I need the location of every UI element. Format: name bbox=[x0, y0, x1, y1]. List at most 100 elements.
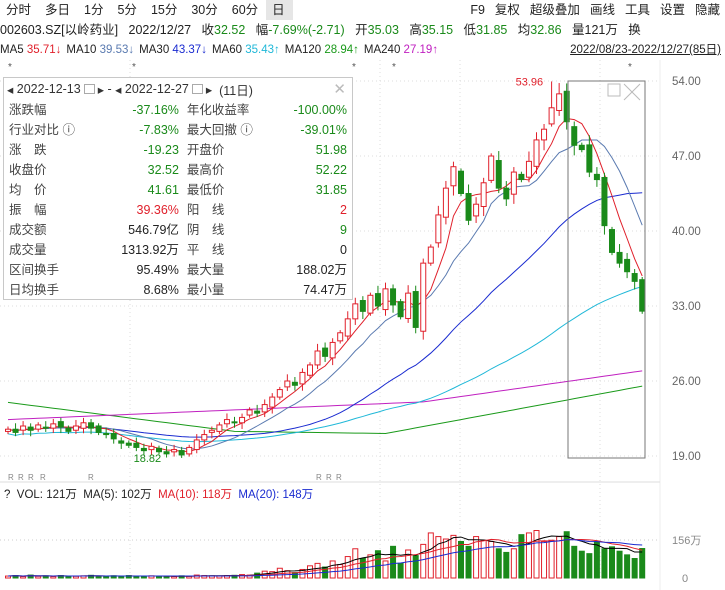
start-date[interactable]: 2022-12-13 bbox=[16, 82, 81, 96]
volume-value: 121万 bbox=[584, 23, 618, 37]
stats-row: 区间换手 95.49% 最大量 188.02万 bbox=[4, 260, 352, 280]
stats-value: -7.83% bbox=[139, 123, 179, 137]
ma-label: MA5 bbox=[0, 44, 24, 56]
help-icon[interactable]: ? bbox=[4, 489, 11, 501]
price-tick-label: 19.00 bbox=[672, 451, 701, 463]
ma-value: 39.53↓ bbox=[99, 44, 135, 56]
quote-date: 2022/12/27 bbox=[128, 23, 192, 37]
stats-label: 日均换手 bbox=[9, 283, 60, 297]
stats-label: 开盘价 bbox=[186, 143, 225, 157]
candle-body bbox=[261, 404, 268, 413]
period-tab-2[interactable]: 1分 bbox=[84, 3, 104, 17]
candle-body bbox=[420, 262, 427, 332]
volume-bar bbox=[616, 550, 623, 579]
stats-label: 涨跌幅 bbox=[9, 103, 47, 117]
period-tab-4[interactable]: 15分 bbox=[150, 3, 178, 17]
volume-bar bbox=[420, 543, 427, 579]
candle-body bbox=[578, 144, 585, 151]
stats-label: 成交额 bbox=[9, 223, 47, 237]
toolbar-menu-3[interactable]: 画线 bbox=[589, 3, 615, 17]
volume-bar bbox=[397, 562, 404, 579]
stats-value: 9 bbox=[340, 223, 347, 237]
price-tick-label: 26.00 bbox=[672, 376, 701, 388]
ma240-line bbox=[7, 370, 643, 421]
volume-bar bbox=[624, 554, 631, 579]
stats-label: 平 线 bbox=[186, 243, 225, 257]
candle-body bbox=[593, 173, 600, 181]
volume-bar bbox=[171, 576, 178, 579]
stats-value: 8.68% bbox=[143, 283, 179, 297]
vol-ma10: MA(10): 118万 bbox=[158, 489, 232, 501]
toolbar-menu-5[interactable]: 设置 bbox=[659, 3, 685, 17]
r-marker: R bbox=[40, 473, 46, 482]
stats-row: 收盘价 32.52 最高价 52.22 bbox=[4, 160, 352, 180]
period-tab-0[interactable]: 分时 bbox=[6, 3, 32, 17]
candle-body bbox=[118, 440, 125, 444]
volume-bar bbox=[390, 545, 397, 579]
low-annotation: 18.82 bbox=[134, 453, 162, 465]
volume-bar bbox=[495, 548, 502, 579]
volume-bar bbox=[563, 531, 570, 579]
date-range-selector[interactable]: 2022/08/23-2022/12/27(85日) bbox=[570, 42, 721, 58]
open-value: 35.03 bbox=[367, 23, 399, 37]
candle-body bbox=[254, 410, 261, 414]
calendar-icon[interactable] bbox=[191, 84, 203, 94]
volume-bar bbox=[541, 540, 548, 579]
open-label: 开 bbox=[355, 23, 368, 37]
vol-ma20-line bbox=[7, 539, 643, 577]
price-tick-label: 47.00 bbox=[672, 151, 701, 163]
toolbar-menu-4[interactable]: 工具 bbox=[624, 3, 650, 17]
volume-bar bbox=[609, 546, 615, 579]
stats-label: 最小量 bbox=[186, 283, 225, 297]
toolbar-menu-0[interactable]: F9 bbox=[470, 3, 485, 17]
toolbar-menu-2[interactable]: 超级叠加 bbox=[529, 3, 580, 17]
toolbar-menu-6[interactable]: 隐藏 bbox=[694, 3, 720, 17]
r-marker: R bbox=[18, 473, 24, 482]
candle-body bbox=[50, 423, 57, 429]
volume-bar bbox=[601, 548, 608, 579]
volume-bar bbox=[412, 555, 419, 579]
candle-body bbox=[27, 426, 34, 431]
stats-label: 行业对比 ⓘ bbox=[9, 123, 75, 137]
stats-row: 涨跌幅 -37.16% 年化收益率 -100.00% bbox=[4, 100, 352, 120]
next-end-arrow[interactable]: ▸ bbox=[205, 82, 213, 97]
stats-label: 阴 线 bbox=[186, 223, 225, 237]
ma-label: MA10 bbox=[66, 44, 97, 56]
candle-body bbox=[72, 425, 79, 431]
candle-body bbox=[609, 229, 615, 253]
volume-bar bbox=[503, 551, 510, 579]
stats-value: 52.22 bbox=[315, 163, 347, 177]
stats-label: 最高价 bbox=[186, 163, 225, 177]
prev-start-arrow[interactable]: ◂ bbox=[7, 82, 14, 97]
stats-value: 31.85 bbox=[315, 183, 347, 197]
candle-body bbox=[616, 251, 623, 264]
calendar-icon[interactable] bbox=[83, 84, 95, 94]
candle-body bbox=[510, 171, 517, 195]
candle-body bbox=[344, 318, 351, 337]
candle-body bbox=[133, 442, 140, 448]
prev-end-arrow[interactable]: ◂ bbox=[115, 82, 122, 97]
end-date[interactable]: 2022-12-27 bbox=[124, 82, 189, 96]
low-value: 31.85 bbox=[476, 23, 508, 37]
period-tab-5[interactable]: 30分 bbox=[191, 3, 218, 17]
candle-body bbox=[57, 421, 64, 428]
next-start-arrow[interactable]: ▸ bbox=[97, 82, 104, 97]
volume-bar bbox=[578, 550, 585, 579]
marker-star: * bbox=[352, 62, 356, 73]
stats-value: -100.00% bbox=[293, 103, 347, 117]
candle-body bbox=[42, 426, 49, 429]
stats-label: 收盘价 bbox=[9, 163, 47, 177]
toolbar-right: F9 复权 超级叠加 画线 工具 设置 隐藏 bbox=[465, 0, 725, 20]
price-tick-label: 54.00 bbox=[672, 76, 701, 88]
candle-body bbox=[163, 451, 170, 455]
period-tab-3[interactable]: 5分 bbox=[117, 3, 137, 17]
stats-row: 涨 跌 -19.23 开盘价 51.98 bbox=[4, 140, 352, 160]
candle-body bbox=[624, 258, 631, 273]
period-tab-1[interactable]: 多日 bbox=[45, 3, 71, 17]
close-icon[interactable]: ✕ bbox=[333, 81, 346, 98]
period-tab-6[interactable]: 60分 bbox=[231, 3, 259, 17]
price-tick-label: 40.00 bbox=[672, 226, 701, 238]
toolbar-menu-1[interactable]: 复权 bbox=[494, 3, 520, 17]
period-tab-7[interactable]: 日 bbox=[266, 0, 293, 20]
